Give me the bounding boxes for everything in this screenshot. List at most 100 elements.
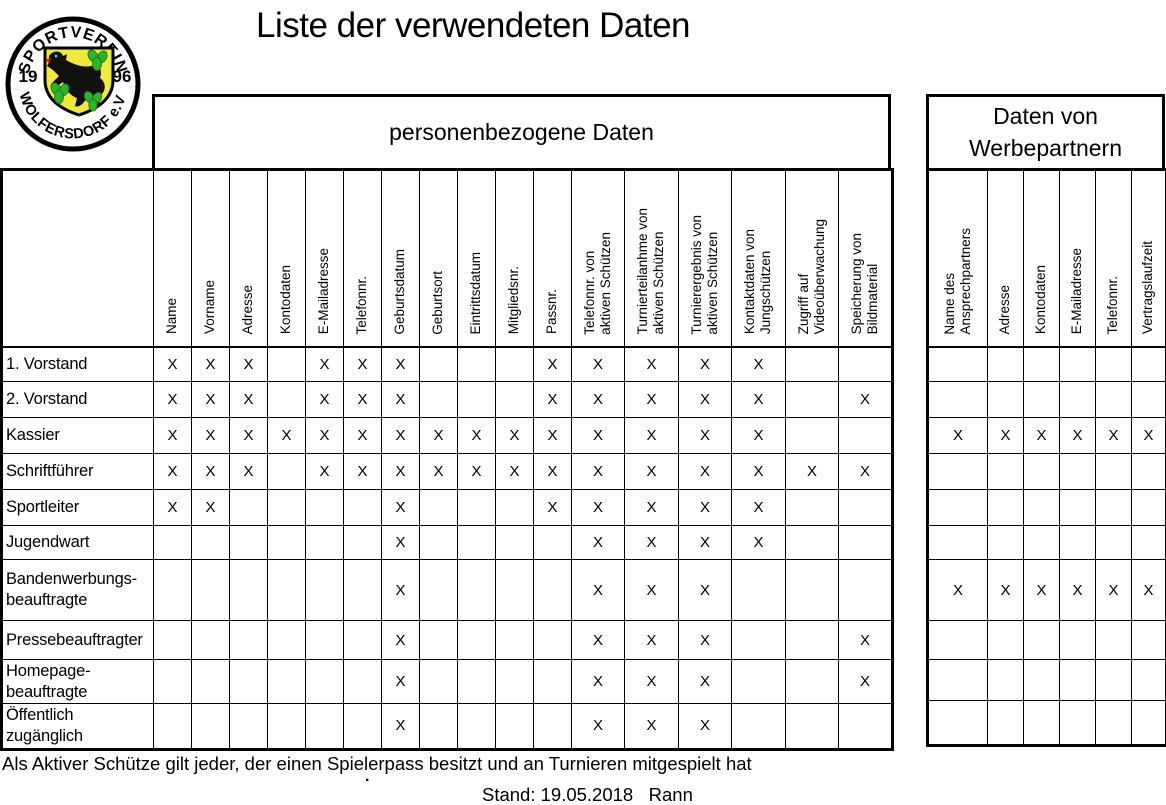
mark-cell: X: [571, 346, 625, 382]
mark-cell: [1059, 659, 1096, 701]
mark-cell: X: [1095, 559, 1132, 621]
mark-cell: X: [571, 658, 625, 705]
mark-cell: X: [419, 417, 458, 454]
row-label: 1. Vorstand: [1, 346, 154, 382]
mark-cell: X: [381, 346, 420, 382]
mark-cell: [927, 453, 988, 490]
row-label: Kassier: [1, 417, 154, 454]
mark-cell: X: [1059, 417, 1096, 454]
mark-cell: [1059, 489, 1096, 526]
mark-cell: [267, 703, 306, 750]
table-row: [927, 525, 1166, 560]
mark-cell: X: [678, 453, 732, 490]
mark-cell: [927, 659, 988, 701]
mark-cell: [305, 489, 344, 526]
mark-cell: X: [381, 620, 420, 660]
mark-cell: [785, 559, 839, 621]
mark-cell: X: [927, 559, 988, 621]
stand-line: Stand: 19.05.2018 Rann: [482, 784, 693, 805]
mark-cell: [153, 559, 192, 621]
mark-cell: [1131, 700, 1166, 746]
mark-cell: [1059, 346, 1096, 382]
mark-cell: [838, 346, 893, 382]
column-header-label: Turnierergebnis von aktiven Schützen: [688, 214, 720, 335]
mark-cell: X: [381, 381, 420, 418]
column-header-cell: Vertragslaufzeit: [1131, 169, 1166, 348]
mark-cell: X: [987, 417, 1024, 454]
column-header-label: Geburtsdatum: [392, 248, 408, 335]
mark-cell: X: [731, 525, 786, 560]
mark-cell: X: [229, 346, 268, 382]
column-header-cell: Zugriff auf Videoüberwachung: [785, 169, 839, 348]
mark-cell: X: [624, 417, 679, 454]
mark-cell: [419, 346, 458, 382]
column-header-cell: Kontaktdaten von Jungschützen: [731, 169, 786, 348]
column-header-label: Vorname: [202, 280, 218, 335]
mark-cell: X: [153, 489, 192, 526]
mark-cell: [927, 700, 988, 746]
table-row: Schriftführer X X X X X X X X X X X X X X X X: [1, 453, 893, 490]
mark-cell: X: [571, 620, 625, 660]
mark-cell: [1023, 525, 1060, 560]
mark-cell: [229, 525, 268, 560]
mark-cell: X: [678, 489, 732, 526]
mark-cell: [785, 346, 839, 382]
table-row: [927, 659, 1166, 701]
mark-cell: X: [457, 453, 496, 490]
table-row: 2. Vorstand X X X X X X X X X X X X: [1, 381, 893, 418]
mark-cell: [191, 658, 230, 705]
row-label: Sportleiter: [1, 489, 154, 526]
mark-cell: X: [624, 525, 679, 560]
table-row: [927, 620, 1166, 660]
row-label: Bandenwerbungs- beauftragte: [1, 559, 154, 621]
mark-cell: [457, 620, 496, 660]
mark-cell: [533, 525, 572, 560]
mark-cell: [1095, 381, 1132, 418]
mark-cell: X: [571, 453, 625, 490]
mark-cell: [267, 381, 306, 418]
mark-cell: [1023, 620, 1060, 660]
hops-leaves-icon: [50, 49, 108, 112]
mark-cell: X: [838, 453, 893, 490]
mark-cell: X: [305, 381, 344, 418]
row-label: Jugendwart: [1, 525, 154, 560]
mark-cell: X: [533, 381, 572, 418]
mark-cell: [1023, 346, 1060, 382]
mark-cell: [533, 620, 572, 660]
column-header-label: Telefonnr.: [354, 275, 370, 335]
mark-cell: [457, 525, 496, 560]
mark-cell: [153, 620, 192, 660]
mark-cell: [267, 559, 306, 621]
table-row: 1. Vorstand X X X X X X X X X X X: [1, 346, 893, 382]
mark-cell: X: [838, 658, 893, 705]
column-header-cell: Kontodaten: [1023, 169, 1060, 348]
mark-cell: [305, 525, 344, 560]
column-header-label: E-Mailadresse: [1069, 248, 1085, 335]
mark-cell: [457, 346, 496, 382]
mark-cell: [785, 620, 839, 660]
mark-cell: [987, 489, 1024, 526]
table-row: Öffentlich zugänglich X X X X: [1, 703, 893, 750]
mark-cell: [927, 381, 988, 418]
mark-cell: X: [571, 489, 625, 526]
mark-cell: X: [678, 381, 732, 418]
mark-cell: [343, 559, 382, 621]
row-label: Homepage- beauftragte: [1, 658, 154, 705]
mark-cell: X: [381, 703, 420, 750]
mark-cell: X: [381, 658, 420, 705]
column-header-label: Telefonnr.: [1105, 275, 1121, 335]
mark-cell: X: [678, 417, 732, 454]
mark-cell: [229, 620, 268, 660]
column-header-label: Kontodaten: [1033, 265, 1049, 335]
mark-cell: [1131, 489, 1166, 526]
mark-cell: [343, 620, 382, 660]
mark-cell: X: [678, 346, 732, 382]
table-row: Pressebeauftragter X X X X X: [1, 620, 893, 660]
mark-cell: [419, 559, 458, 621]
mark-cell: X: [624, 489, 679, 526]
mark-cell: X: [343, 346, 382, 382]
column-header-label: Turnierteilanhme von aktiven Schützen: [635, 208, 667, 335]
mark-cell: X: [381, 417, 420, 454]
mark-cell: [343, 658, 382, 705]
